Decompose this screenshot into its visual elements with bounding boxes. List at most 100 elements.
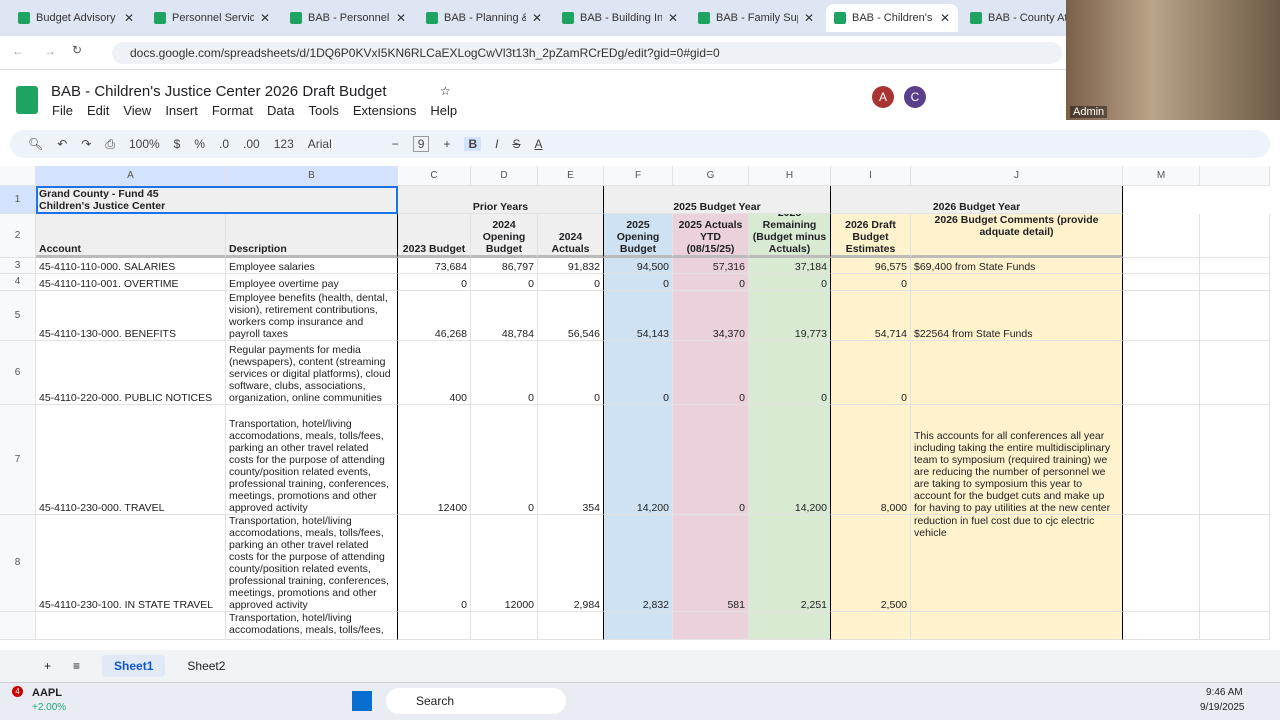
data-cell[interactable]: 0 xyxy=(471,341,538,405)
group-header-cell[interactable]: 2025 Budget Year xyxy=(604,186,831,214)
data-cell[interactable] xyxy=(911,612,1123,640)
data-cell[interactable] xyxy=(749,612,831,640)
data-cell[interactable]: 354 xyxy=(538,405,604,515)
close-icon[interactable]: ✕ xyxy=(939,11,950,25)
data-cell[interactable] xyxy=(604,612,673,640)
empty-cell[interactable] xyxy=(1123,405,1200,515)
all-sheets-icon[interactable]: ≡ xyxy=(73,659,81,673)
column-title-cell[interactable]: 2024 Actuals xyxy=(538,214,604,258)
close-icon[interactable]: ✕ xyxy=(123,11,134,25)
text-color-button[interactable]: A xyxy=(534,137,543,151)
menu-tools[interactable]: Tools xyxy=(308,103,339,118)
column-header[interactable]: C xyxy=(398,166,471,186)
row-header[interactable]: 1 xyxy=(0,186,36,214)
percent-button[interactable]: % xyxy=(194,137,206,151)
data-cell[interactable] xyxy=(673,612,749,640)
data-cell[interactable]: This accounts for all conferences all ye… xyxy=(911,405,1123,515)
column-title-cell[interactable]: 2026 Budget Comments (provide adquate de… xyxy=(911,214,1123,258)
empty-cell[interactable] xyxy=(1200,405,1270,515)
row-header[interactable]: 6 xyxy=(0,341,36,405)
menu-extensions[interactable]: Extensions xyxy=(352,103,417,118)
browser-tab[interactable]: BAB - Building In ✕ xyxy=(554,4,686,32)
select-all-corner[interactable] xyxy=(0,166,36,186)
data-cell[interactable]: 96,575 xyxy=(831,258,911,274)
data-cell[interactable]: 2,984 xyxy=(538,515,604,612)
data-cell[interactable]: 46,268 xyxy=(398,291,471,341)
add-sheet-icon[interactable]: + xyxy=(44,659,52,673)
reload-icon[interactable]: ↻ xyxy=(72,43,83,57)
data-cell[interactable]: 14,200 xyxy=(749,405,831,515)
print-icon[interactable]: ⎙ xyxy=(105,136,115,151)
empty-cell[interactable] xyxy=(1200,515,1270,612)
data-cell[interactable]: 54,714 xyxy=(831,291,911,341)
italic-button[interactable]: I xyxy=(495,137,499,151)
column-title-cell[interactable]: 2024 Opening Budget xyxy=(471,214,538,258)
font-select[interactable]: Arial xyxy=(307,137,332,151)
data-cell[interactable]: Transportation, hotel/living accomodatio… xyxy=(226,612,398,640)
column-title-cell[interactable]: 2025 Actuals YTD (08/15/25) xyxy=(673,214,749,258)
data-cell[interactable]: Regular payments for media (newspapers),… xyxy=(226,341,398,405)
data-cell[interactable]: 2,251 xyxy=(749,515,831,612)
data-cell[interactable]: 48,784 xyxy=(471,291,538,341)
data-cell[interactable]: 0 xyxy=(538,341,604,405)
spreadsheet-grid[interactable]: A B C D E F G H I J M 1 2 3 4 5 6 7 8 Grand County - Fund 4… xyxy=(0,166,1270,640)
data-cell[interactable]: $69,400 from State Funds xyxy=(911,258,1123,274)
data-cell[interactable]: 45-4110-230-000. TRAVEL xyxy=(36,405,226,515)
empty-cell[interactable] xyxy=(1123,612,1200,640)
browser-tab[interactable]: BAB - Family Sup ✕ xyxy=(690,4,822,32)
column-header[interactable]: G xyxy=(673,166,749,186)
column-header[interactable]: A xyxy=(36,166,226,186)
data-cell[interactable]: Employee salaries xyxy=(226,258,398,274)
data-cell[interactable]: Employee overtime pay xyxy=(226,274,398,291)
data-cell[interactable]: 0 xyxy=(471,405,538,515)
data-cell[interactable]: Employee benefits (health, dental, visio… xyxy=(226,291,398,341)
data-cell[interactable]: 12000 xyxy=(471,515,538,612)
data-cell[interactable]: 91,832 xyxy=(538,258,604,274)
undo-icon[interactable]: ↶ xyxy=(57,137,68,151)
data-cell[interactable]: 34,370 xyxy=(673,291,749,341)
menu-format[interactable]: Format xyxy=(211,103,253,118)
data-cell[interactable]: 8,000 xyxy=(831,405,911,515)
row-header[interactable]: 8 xyxy=(0,515,36,612)
empty-cell[interactable] xyxy=(1123,258,1200,274)
data-cell[interactable] xyxy=(911,341,1123,405)
group-header-cell[interactable]: Prior Years xyxy=(398,186,604,214)
close-icon[interactable]: ✕ xyxy=(395,11,406,25)
sheets-logo-icon[interactable] xyxy=(16,86,38,114)
avatar[interactable]: A xyxy=(872,86,894,108)
data-cell[interactable]: reduction in fuel cost due to cjc electr… xyxy=(911,515,1123,612)
data-cell[interactable] xyxy=(36,612,226,640)
data-cell[interactable] xyxy=(398,612,471,640)
menu-help[interactable]: Help xyxy=(430,103,458,118)
data-cell[interactable]: 94,500 xyxy=(604,258,673,274)
column-header[interactable]: J xyxy=(911,166,1123,186)
row-header[interactable] xyxy=(0,612,36,640)
browser-tab[interactable]: Budget Advisory ✕ xyxy=(10,4,142,32)
stock-ticker[interactable]: AAPL xyxy=(32,687,62,699)
empty-cell[interactable] xyxy=(1200,274,1270,291)
data-cell[interactable]: 45-4110-220-000. PUBLIC NOTICES xyxy=(36,341,226,405)
data-cell[interactable]: 2,832 xyxy=(604,515,673,612)
empty-cell[interactable] xyxy=(1123,341,1200,405)
back-icon[interactable]: ← xyxy=(12,44,24,58)
font-size-input[interactable]: 9 xyxy=(412,136,430,152)
close-icon[interactable]: ✕ xyxy=(259,11,270,25)
strikethrough-button[interactable]: S xyxy=(512,137,521,151)
close-icon[interactable]: ✕ xyxy=(531,11,542,25)
column-header[interactable]: B xyxy=(226,166,398,186)
column-header[interactable]: F xyxy=(604,166,673,186)
search-icon[interactable]: 🔍︎ xyxy=(28,137,44,151)
data-cell[interactable] xyxy=(831,612,911,640)
merged-title-cell[interactable]: Grand County - Fund 45 Children's Justic… xyxy=(36,186,398,214)
column-header[interactable]: M xyxy=(1123,166,1200,186)
data-cell[interactable]: 0 xyxy=(604,341,673,405)
empty-cell[interactable] xyxy=(1200,258,1270,274)
data-cell[interactable]: 0 xyxy=(538,274,604,291)
data-cell[interactable]: 0 xyxy=(471,274,538,291)
data-cell[interactable]: 45-4110-110-000. SALARIES xyxy=(36,258,226,274)
sheet-tab-sheet2[interactable]: Sheet2 xyxy=(187,659,226,673)
data-cell[interactable]: 54,143 xyxy=(604,291,673,341)
column-title-cell[interactable]: 2023 Budget xyxy=(398,214,471,258)
close-icon[interactable]: ✕ xyxy=(667,11,678,25)
currency-button[interactable]: $ xyxy=(173,137,181,151)
